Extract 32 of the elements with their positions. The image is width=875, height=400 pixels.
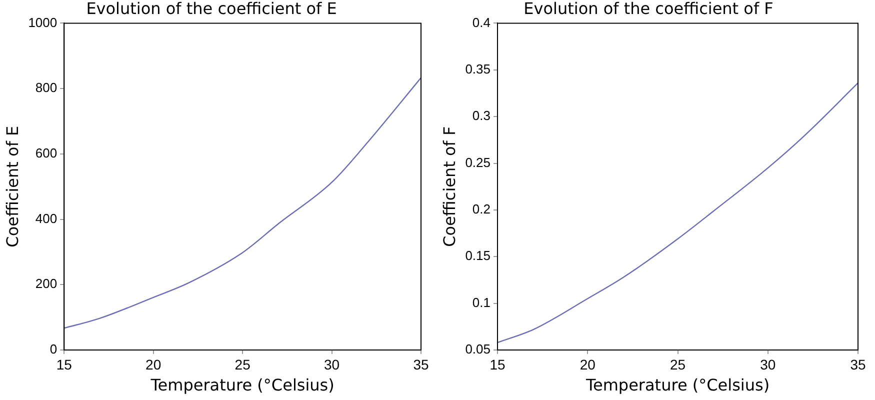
y-tick-label: 0.2 xyxy=(472,202,490,217)
y-tick-label: 800 xyxy=(35,80,58,96)
y-tick-label: 0.4 xyxy=(472,14,490,30)
y-tick-label: 0.35 xyxy=(465,61,490,76)
y-tick-label: 0.05 xyxy=(465,342,490,357)
x-tick-label: 30 xyxy=(760,356,776,372)
y-tick-label: 0.25 xyxy=(465,154,490,170)
x-axis-title: Temperature (°Celsius) xyxy=(150,376,334,395)
x-tick-label: 30 xyxy=(324,356,340,372)
x-tick-label: 20 xyxy=(580,356,596,372)
x-tick-label: 25 xyxy=(234,356,251,372)
y-tick-label: 1000 xyxy=(28,14,58,30)
x-tick-label: 15 xyxy=(490,356,506,372)
chart-title: Evolution of the coefficient of E xyxy=(86,0,337,18)
x-tick-label: 35 xyxy=(413,356,429,372)
x-axis-title: Temperature (°Celsius) xyxy=(584,376,770,395)
x-tick-label: 35 xyxy=(850,356,866,372)
y-tick-label: 0.3 xyxy=(472,108,490,124)
line-series xyxy=(64,77,421,329)
y-tick-label: 0.15 xyxy=(465,248,490,264)
y-axis-title: Coefficient of E xyxy=(2,126,22,248)
x-tick-label: 25 xyxy=(670,356,686,372)
chart-title: Evolution of the coefficient of F xyxy=(524,0,774,18)
y-tick-label: 400 xyxy=(35,210,58,226)
x-tick-label: 15 xyxy=(56,356,72,372)
x-tick-label: 20 xyxy=(146,356,162,372)
y-tick-label: 0 xyxy=(50,342,58,357)
y-axis-title: Coefficient of F xyxy=(440,126,459,247)
y-tick-label: 0.1 xyxy=(472,294,490,310)
y-tick-label: 200 xyxy=(35,276,58,292)
y-tick-label: 600 xyxy=(35,146,58,160)
line-series xyxy=(498,82,858,344)
